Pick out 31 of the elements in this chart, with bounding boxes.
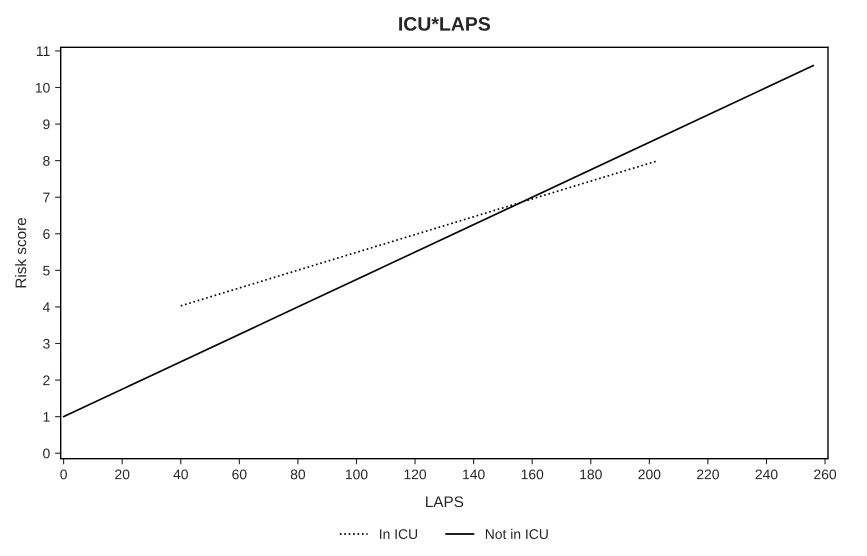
x-tick-label: 200 xyxy=(638,469,660,480)
legend-label: In ICU xyxy=(380,529,418,540)
y-tick-label: 4 xyxy=(42,302,50,312)
x-tick-label: 20 xyxy=(115,469,130,480)
x-tick-label: 100 xyxy=(346,469,368,480)
y-tick-label: 8 xyxy=(43,156,50,166)
legend-label: Not in ICU xyxy=(486,528,548,540)
x-tick-label: 120 xyxy=(404,469,426,480)
x-tick-label: 160 xyxy=(522,469,544,480)
x-tick-label: 180 xyxy=(580,469,602,480)
y-tick-label: 7 xyxy=(43,192,50,202)
y-tick-label: 0 xyxy=(43,448,50,458)
y-tick-label: 2 xyxy=(43,375,50,386)
x-tick-label: 60 xyxy=(232,469,247,480)
x-tick-label: 240 xyxy=(756,469,778,480)
y-axis-title: Risk score xyxy=(15,218,26,288)
x-tick-label: 80 xyxy=(290,469,306,480)
y-tick-label: 11 xyxy=(36,46,50,56)
y-tick-label: 6 xyxy=(43,229,50,239)
x-tick-label: 0 xyxy=(60,469,67,480)
x-tick-label: 220 xyxy=(697,469,719,480)
y-tick-label: 3 xyxy=(43,338,50,349)
y-tick-label: 9 xyxy=(43,119,50,130)
y-tick-label: 10 xyxy=(36,82,50,93)
x-tick-label: 140 xyxy=(463,469,485,480)
x-axis-title: LAPS xyxy=(426,496,464,508)
x-tick-label: 260 xyxy=(814,469,836,480)
chart-title: ICU*LAPS xyxy=(399,17,490,31)
y-tick-label: 1 xyxy=(44,412,50,422)
x-tick-label: 40 xyxy=(173,469,188,480)
y-tick-label: 5 xyxy=(43,266,50,276)
